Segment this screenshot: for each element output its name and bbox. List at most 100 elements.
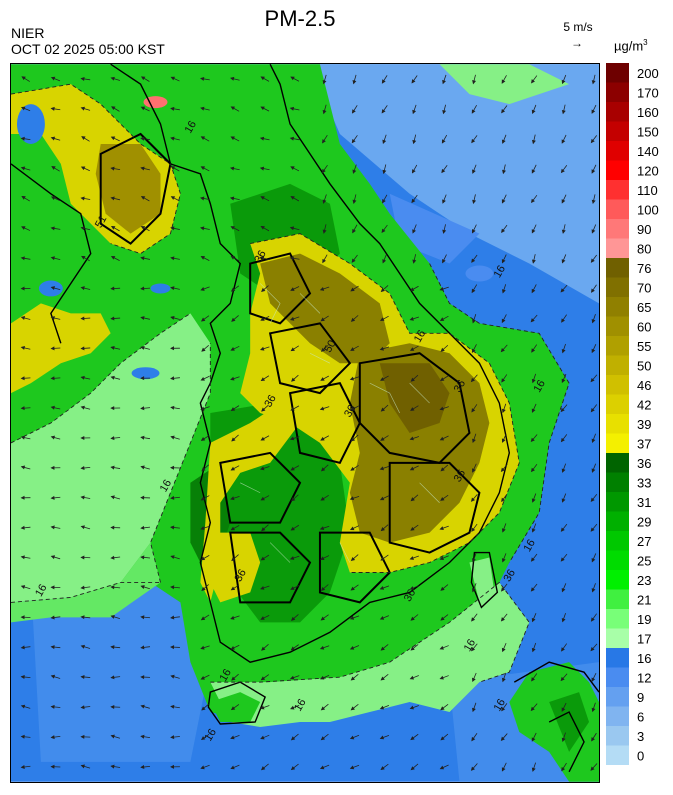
wind-arrow-head <box>50 346 55 351</box>
wind-arrow-head <box>380 317 385 321</box>
wind-arrow-head <box>289 256 294 261</box>
contour-label: 36 <box>232 567 248 584</box>
wind-arrow-head <box>290 526 295 531</box>
contour-label: 36 <box>342 403 358 420</box>
wind-arrow-head <box>322 229 327 234</box>
wind-arrow-head <box>200 256 205 260</box>
wind-arrow-head <box>501 767 506 772</box>
wind-arrow-head <box>380 437 385 441</box>
wind-arrow-head <box>230 765 235 770</box>
wind-arrow-head <box>110 585 115 590</box>
wind-arrow-head <box>50 376 55 381</box>
wind-arrow-head <box>110 375 115 380</box>
wind-arrow-head <box>80 465 85 470</box>
wind-arrow-head <box>561 766 566 772</box>
wind-arrow-head <box>231 437 236 442</box>
wind-arrow-head <box>20 495 25 500</box>
wind-arrow-head <box>591 348 596 354</box>
wind-arrow-head <box>50 585 55 590</box>
contour-label-group: 1636501616363636161616363616161636161616… <box>33 119 548 743</box>
wind-arrow-head <box>260 705 265 710</box>
wind-arrow-head <box>472 169 476 174</box>
wind-arrow-head <box>319 287 325 291</box>
legend-swatch <box>606 531 629 551</box>
wind-arrow-head <box>591 80 596 85</box>
wind-arrow-head <box>260 735 265 740</box>
wind-arrow-head <box>531 348 536 353</box>
wind-arrow-head <box>500 467 505 472</box>
wind-arrow-head <box>80 555 85 560</box>
wind-arrow-head <box>80 106 85 111</box>
wind-arrow-head <box>260 76 265 81</box>
wind-arrow-head <box>50 76 56 81</box>
wind-arrow-head <box>20 376 25 381</box>
wind-arrow-head <box>260 616 265 620</box>
wind-arrow-head <box>590 258 595 263</box>
legend-swatch <box>606 589 629 610</box>
wind-arrow-head <box>140 734 145 739</box>
legend-label: 16 <box>637 651 651 666</box>
wind-arrow-head <box>50 196 56 200</box>
wind-arrow-head <box>110 406 115 411</box>
wind-arrow-head <box>472 80 477 85</box>
wind-arrow-head <box>409 586 415 590</box>
wind-arrow-head <box>20 555 25 560</box>
wind-arrow-head <box>591 468 596 473</box>
wind-arrow-head <box>260 377 266 382</box>
wind-arrow-head <box>170 704 175 709</box>
wind-arrow-head <box>201 467 206 472</box>
wind-arrow-head <box>110 525 115 530</box>
wind-arrow-head <box>382 259 387 264</box>
wind-arrow-head <box>81 136 86 140</box>
wind-arrow-head <box>410 497 415 502</box>
wind-arrow-head <box>80 615 85 620</box>
wind-arrow-head <box>442 79 446 85</box>
wind-arrow-head <box>290 586 295 590</box>
wind-arrow-head <box>560 407 565 413</box>
wind-arrow-head <box>230 526 235 531</box>
wind-arrow-head <box>440 586 445 591</box>
wind-arrow-head <box>530 557 535 562</box>
wind-arrow-head <box>320 467 326 472</box>
wind-scale-label: 5 m/s <box>563 20 593 34</box>
wind-arrow-head <box>170 376 175 381</box>
wind-arrow-head <box>110 226 116 230</box>
wind-arrow-head <box>260 496 265 501</box>
legend-swatch <box>606 141 629 161</box>
wind-arrow-head <box>170 585 175 590</box>
legend-swatch <box>606 180 629 200</box>
wind-arrow-head <box>110 436 115 441</box>
wind-arrow-head <box>380 527 385 532</box>
wind-arrow-head <box>201 347 206 352</box>
wind-arrow-head <box>531 767 536 772</box>
wind-arrow-head <box>439 675 444 680</box>
wind-arrow-head <box>230 136 235 141</box>
wind-arrow-head <box>560 527 565 532</box>
wind-arrow-head <box>260 585 265 590</box>
wind-arrow-head <box>20 704 26 709</box>
contour-label: 16 <box>492 697 508 714</box>
wind-arrow-head <box>170 226 175 231</box>
wind-arrow-head <box>290 646 296 651</box>
wind-arrow-head <box>439 377 445 382</box>
wind-arrow-head <box>380 556 385 561</box>
wind-arrow-head <box>140 435 145 440</box>
wind-arrow-head <box>20 316 26 320</box>
wind-arrow-head <box>471 647 476 652</box>
wind-arrow-head <box>379 705 385 710</box>
wind-arrow-head <box>561 737 566 743</box>
wind-arrow-head <box>110 675 115 680</box>
wind-arrow-head <box>531 647 536 653</box>
legend-swatch <box>606 570 629 590</box>
legend-swatch <box>606 258 629 278</box>
wind-arrow-head <box>380 676 385 681</box>
wind-arrow-head <box>531 737 536 742</box>
wind-arrow-head <box>110 704 115 709</box>
wind-arrow-head <box>260 436 265 441</box>
wind-arrow-head <box>412 109 417 115</box>
legend-swatch <box>606 609 629 629</box>
wind-arrow-head <box>379 586 385 590</box>
wind-arrow-head <box>471 348 476 354</box>
wind-arrow-head <box>591 438 596 443</box>
legend-swatch <box>606 628 629 649</box>
